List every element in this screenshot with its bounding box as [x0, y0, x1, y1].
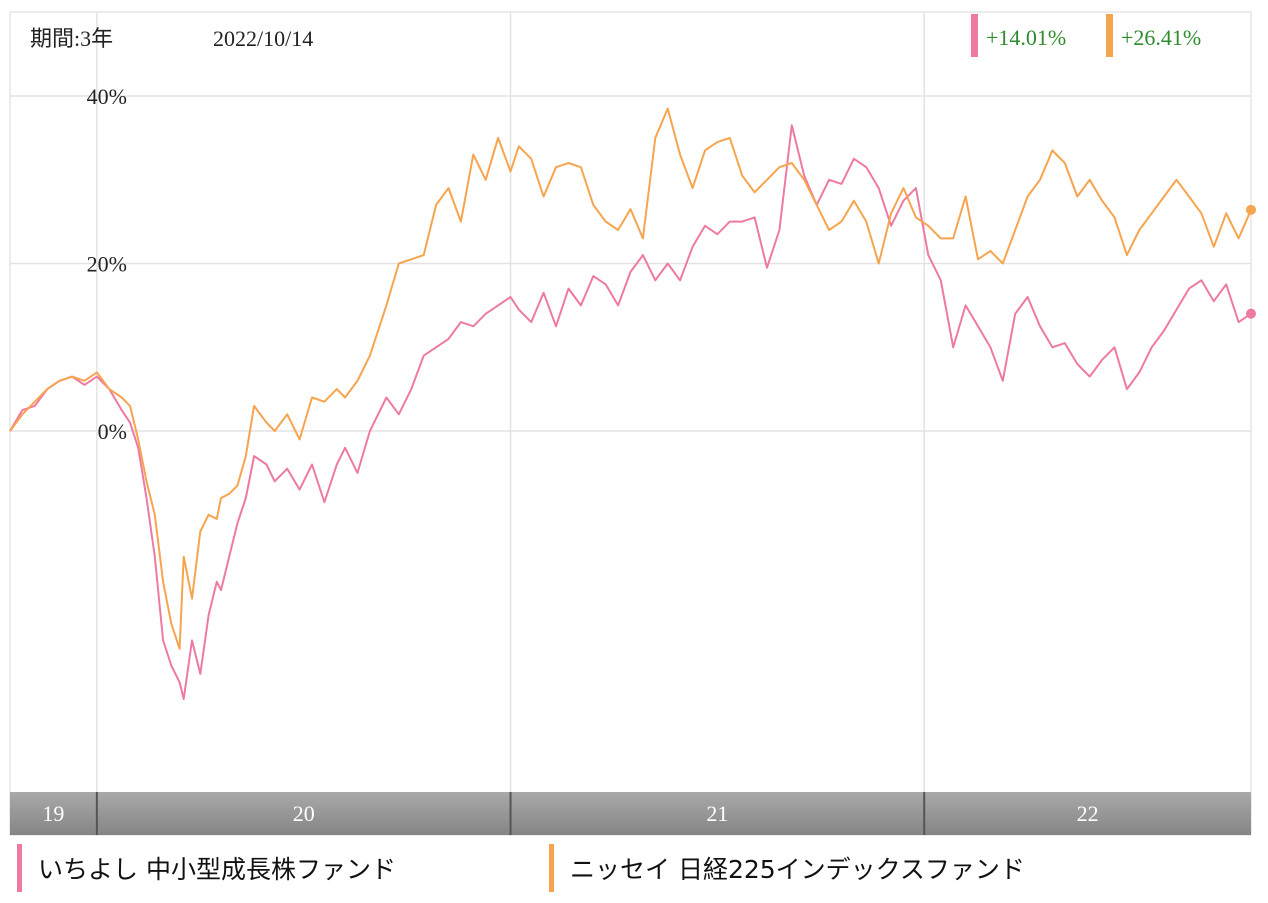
- year-axis-bar: 19 20 21 22: [10, 792, 1251, 835]
- year-band-21: [510, 792, 925, 835]
- legend-swatch-series-1: [17, 844, 22, 892]
- legend-label-series-1: いちよし 中小型成長株ファンド: [38, 855, 396, 884]
- date-label: 2022/10/14: [213, 26, 313, 51]
- plot-frame: [9, 11, 1252, 836]
- series-end-marker-2: [1246, 204, 1256, 215]
- y-tick-label-0: 40%: [87, 84, 127, 109]
- series-1-final-swatch: [971, 14, 978, 57]
- legend-label-series-2: ニッセイ 日経225インデックスファンド: [570, 855, 1025, 884]
- legend-swatch-series-2: [549, 844, 554, 892]
- year-label-22: 22: [1077, 801, 1099, 826]
- series-2-final-swatch: [1106, 14, 1113, 57]
- series-line-2: [9, 107, 1252, 650]
- series-end-marker-1: [1246, 308, 1256, 319]
- period-label: 期間:3年: [30, 26, 113, 51]
- year-band-19: [10, 792, 97, 835]
- year-label-19: 19: [42, 801, 64, 826]
- grid-lines: [10, 12, 1251, 792]
- series-2-final-value: +26.41%: [1121, 25, 1201, 50]
- series-1-final-value: +14.01%: [986, 25, 1066, 50]
- series-line-1: [9, 124, 1252, 700]
- y-tick-label-1: 20%: [87, 252, 127, 277]
- year-label-20: 20: [293, 801, 315, 826]
- legend-item-series-1: いちよし 中小型成長株ファンド: [17, 842, 396, 894]
- year-band-20: [96, 792, 511, 835]
- y-tick-label-2: 0%: [98, 419, 127, 444]
- series-lines: [9, 107, 1256, 700]
- y-axis-ticks: 40% 20% 0%: [87, 84, 127, 444]
- legend-item-series-2: ニッセイ 日経225インデックスファンド: [549, 842, 1025, 894]
- year-band-22: [924, 792, 1251, 835]
- year-label-21: 21: [706, 801, 728, 826]
